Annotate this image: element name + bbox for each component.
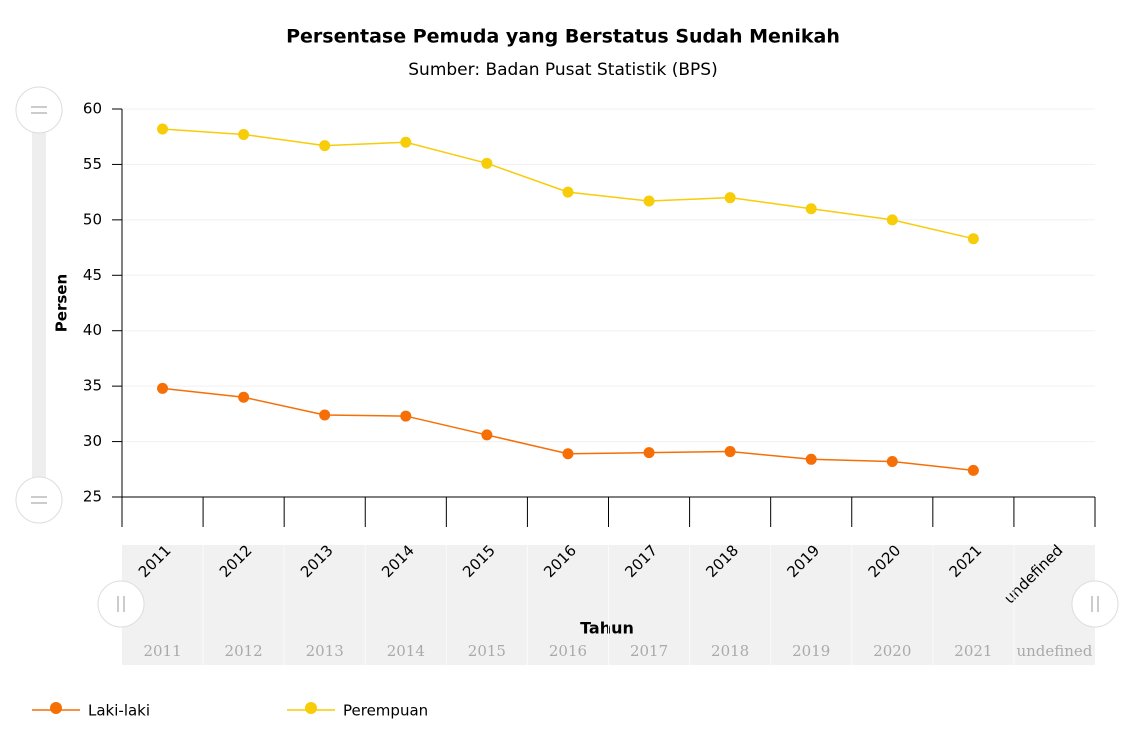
scrollbar-label: 2019 <box>792 642 830 660</box>
scrollbar-label: 2013 <box>306 642 344 660</box>
x-axis-title: Tahun <box>580 619 634 638</box>
y-tick-label: 25 <box>83 488 102 506</box>
series-line <box>162 128 974 240</box>
data-point <box>319 140 331 152</box>
chart-subtitle: Sumber: Badan Pusat Statistik (BPS) <box>408 60 717 80</box>
data-point <box>724 192 736 204</box>
legend-marker <box>305 702 317 714</box>
grip[interactable] <box>97 580 145 628</box>
y-tick-label: 30 <box>83 432 102 450</box>
legend-marker <box>50 702 62 714</box>
y-tick-label: 40 <box>83 321 102 339</box>
data-point <box>805 453 817 465</box>
data-point <box>562 448 574 460</box>
grip-icon <box>31 106 1099 612</box>
data-point <box>481 157 493 169</box>
legend-label: Perempuan <box>343 702 428 720</box>
data-point <box>643 447 655 459</box>
scrollbar-label: 2020 <box>873 642 911 660</box>
grip[interactable] <box>15 476 63 524</box>
scrollbar-label: 2017 <box>630 642 668 660</box>
data-point <box>157 123 169 135</box>
data-point <box>238 391 250 403</box>
y-tick-label: 60 <box>83 100 102 118</box>
data-point <box>967 464 979 476</box>
legend-label: Laki-laki <box>88 702 150 720</box>
scrollbar-label: 2021 <box>954 642 992 660</box>
data-point <box>481 429 493 441</box>
data-point <box>724 446 736 458</box>
data-point <box>157 382 169 394</box>
data-point <box>400 136 412 148</box>
y-scrollbar[interactable] <box>32 110 46 497</box>
scrollbar-label: 2018 <box>711 642 749 660</box>
scroll-grips[interactable] <box>15 86 1119 628</box>
y-tick-label: 35 <box>83 377 102 395</box>
data-point <box>238 128 250 140</box>
y-tick-label: 50 <box>83 210 102 228</box>
scrollbar-label: undefined <box>1016 642 1092 660</box>
data-point <box>400 410 412 422</box>
data-point <box>967 233 979 245</box>
y-tick-label: 55 <box>83 155 102 173</box>
data-point <box>562 186 574 198</box>
grip[interactable] <box>15 86 63 134</box>
y-tick-label: 45 <box>83 266 102 284</box>
data-point <box>886 214 898 226</box>
scrollbar-label: 2016 <box>549 642 587 660</box>
data-point <box>319 409 331 421</box>
scrollbar-label: 2012 <box>225 642 263 660</box>
scrollbar-label: 2014 <box>387 642 425 660</box>
y-axis-title: Persen <box>53 274 71 332</box>
grip[interactable] <box>1071 580 1119 628</box>
data-point <box>643 195 655 207</box>
data-point <box>805 203 817 215</box>
scrollbar-label: 2015 <box>468 642 506 660</box>
chart-title: Persentase Pemuda yang Berstatus Sudah M… <box>286 26 840 48</box>
scrollbar-label: 2011 <box>143 642 181 660</box>
data-point <box>886 456 898 468</box>
